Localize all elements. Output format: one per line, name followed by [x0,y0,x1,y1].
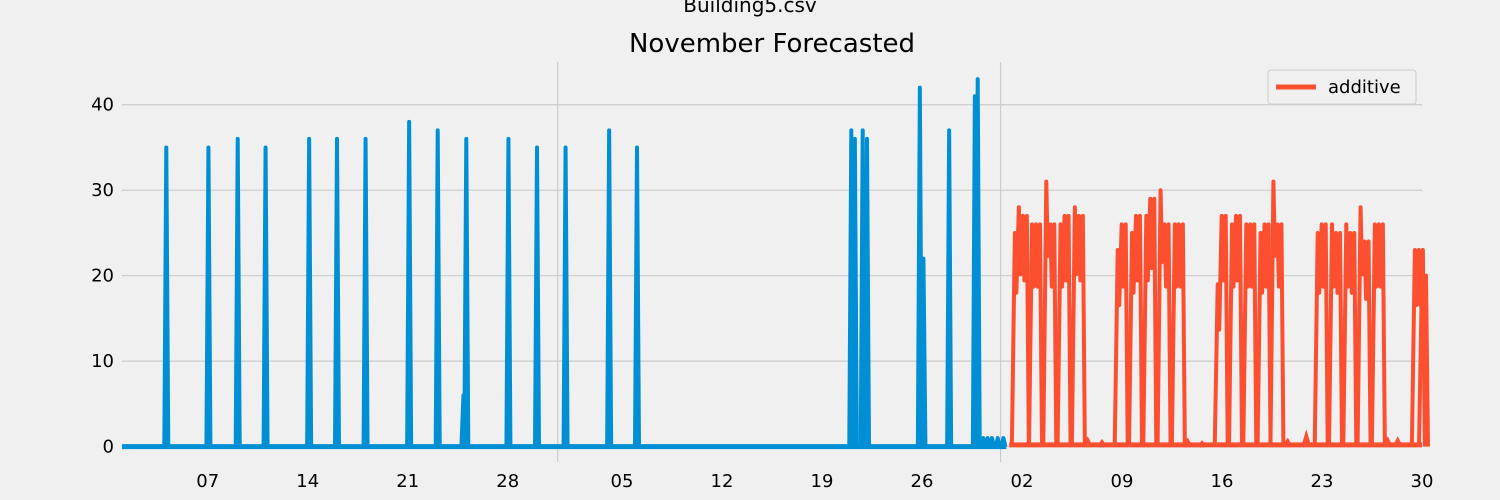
series-observed-spike [204,145,213,447]
legend-frame [1267,69,1417,105]
series-observed-spike [633,145,641,447]
chart-title: November Forecasted [629,29,915,59]
series-additive-burst [1009,205,1031,447]
x-tick-label: 23 [1311,471,1334,492]
series-observed-spike [405,119,414,447]
series-additive-bump [1197,440,1207,448]
series-observed-spike [533,145,541,447]
series-additive-burst [1327,222,1344,447]
x-tick-label: 02 [1011,471,1034,492]
x-tick-label: 12 [711,471,734,492]
series-additive-burst [1212,213,1230,447]
y-axis: 0 10 20 30 40 [91,95,114,458]
series-additive-burst [1355,205,1373,447]
series-additive-bump [1382,436,1393,448]
series-observed-spike [605,128,614,447]
series-additive-bump [1392,436,1403,448]
plot-area [122,62,1430,462]
series-additive-burst [1255,222,1273,447]
series-observed-spike [233,136,242,447]
x-tick-label: 28 [496,471,519,492]
series-observed-spike [999,436,1008,448]
series-observed-spike [504,136,513,447]
y-tick-label: 30 [91,180,114,201]
series-additive-burst [1155,188,1173,447]
series-additive-burst [1169,222,1187,447]
x-tick-label: 19 [811,471,834,492]
series-additive-burst [1227,213,1244,447]
series-additive-burst [1241,222,1259,447]
series-observed-spike [988,436,996,448]
series-observed-spike [361,136,370,447]
series-additive-burst [1041,179,1059,447]
y-tick-label: 0 [103,437,114,458]
series-observed-spike [850,136,859,447]
series-additive-bump [1097,438,1107,448]
series-observed-spike [945,128,954,447]
y-tick-label: 10 [91,351,114,372]
x-tick-label: 26 [911,471,934,492]
chart-suptitle: Building5.csv [683,0,817,17]
y-tick-label: 40 [91,95,114,116]
series-additive-burst [1027,222,1044,447]
series-observed-spike [162,145,171,447]
series-additive-burst [1417,273,1430,447]
series-additive-burst [1409,248,1427,447]
series-additive-bump [1301,429,1312,448]
series-layer [122,77,1430,450]
x-tick-label: 05 [611,471,634,492]
legend: additive [1267,69,1417,105]
series-observed-spike [333,136,341,447]
x-tick-label: 16 [1211,471,1234,492]
series-observed-spike [973,77,982,447]
series-additive-bump [1182,437,1193,448]
y-tick-label: 20 [91,266,114,287]
series-additive-burst [1341,222,1359,447]
x-tick-label: 30 [1411,471,1434,492]
series-additive-burst [1055,213,1073,447]
series-observed-spike [919,256,928,447]
series-additive-burst [1312,222,1330,447]
series-additive-bump [1082,436,1093,448]
series-observed-spike [561,145,570,447]
x-tick-label: 14 [296,471,319,492]
series-observed-spike [462,136,471,447]
series-additive-burst [1141,196,1159,447]
legend-label-additive: additive [1328,77,1401,98]
series-additive-burst [1069,205,1087,447]
series-observed-spike [863,136,871,447]
series-observed-spike [261,145,270,447]
x-axis: 07 14 21 28 05 12 19 26 02 09 16 23 30 [196,471,1433,492]
x-tick-label: 09 [1111,471,1134,492]
series-additive-bump [1282,437,1293,448]
series-observed-spike [433,128,442,447]
x-tick-label: 21 [396,471,419,492]
x-tick-label: 07 [196,471,219,492]
series-additive-burst [1369,222,1387,447]
series-additive-burst [1127,213,1144,447]
series-observed-spike [305,136,314,447]
series-additive-burst [1268,179,1286,447]
series-additive-burst [1112,222,1130,447]
series-observed-spike [993,436,1002,448]
